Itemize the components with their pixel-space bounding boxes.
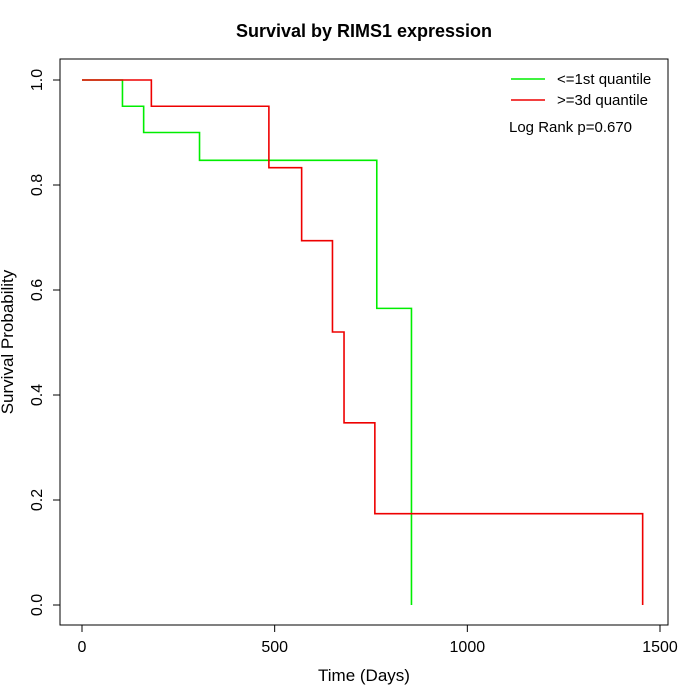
x-tick-label: 0 bbox=[78, 639, 87, 656]
y-tick-label: 1.0 bbox=[29, 69, 46, 91]
legend-label: >=3d quantile bbox=[557, 92, 648, 109]
chart-title: Survival by RIMS1 expression bbox=[236, 21, 492, 41]
y-axis-title: Survival Probability bbox=[0, 269, 17, 414]
y-axis: 0.0 0.2 0.4 0.6 0.8 1.0 bbox=[29, 69, 61, 616]
y-tick-label: 0.0 bbox=[29, 594, 46, 616]
x-axis: 0 500 1000 1500 bbox=[78, 624, 678, 656]
series-layer bbox=[82, 79, 644, 605]
x-tick-label: 500 bbox=[261, 639, 288, 656]
x-tick-label: 1000 bbox=[450, 639, 486, 656]
y-tick-label: 0.8 bbox=[29, 174, 46, 196]
y-tick-label: 0.6 bbox=[29, 279, 46, 301]
legend: <=1st quantile >=3d quantile bbox=[511, 71, 651, 109]
x-axis-title: Time (Days) bbox=[318, 666, 410, 685]
x-tick-label: 1500 bbox=[642, 639, 678, 656]
log-rank-annotation: Log Rank p=0.670 bbox=[509, 119, 632, 136]
y-tick-label: 0.2 bbox=[29, 489, 46, 511]
y-tick-label: 0.4 bbox=[29, 384, 46, 406]
legend-label: <=1st quantile bbox=[557, 71, 651, 88]
plot-frame bbox=[59, 58, 669, 626]
survival-curve-high bbox=[82, 79, 644, 605]
survival-curve-low bbox=[82, 79, 413, 605]
